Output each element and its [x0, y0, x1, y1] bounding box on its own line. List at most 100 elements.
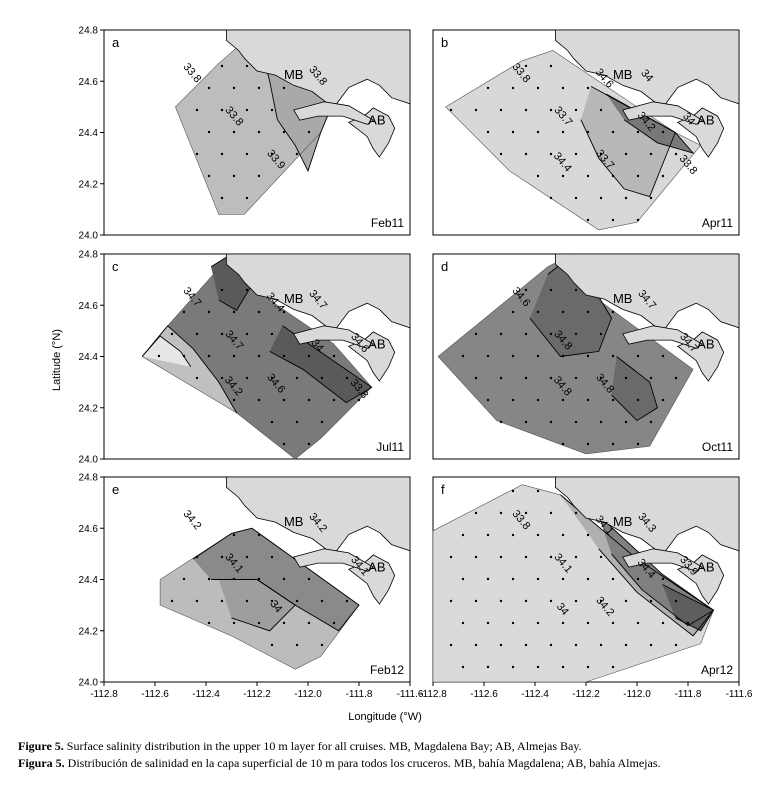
landmass-2: [293, 548, 375, 572]
station-2: [195, 555, 199, 559]
bay-label-mb: MB: [613, 514, 633, 529]
station-41: [649, 152, 653, 156]
station-14: [257, 86, 261, 90]
station-22: [270, 108, 274, 112]
bay-label-ab: AB: [368, 112, 385, 127]
station-43: [649, 196, 653, 200]
landmass-0: [225, 476, 411, 556]
station-36: [624, 152, 628, 156]
station-18: [270, 599, 274, 603]
station-9: [511, 398, 515, 402]
station-29: [307, 354, 311, 358]
station-30: [536, 621, 540, 625]
x-tick-label: -111.8: [346, 689, 373, 700]
station-33: [549, 511, 553, 515]
station-27: [320, 643, 324, 647]
station-0: [207, 86, 211, 90]
station-35: [636, 130, 640, 134]
station-1: [449, 555, 453, 559]
station-31: [611, 174, 615, 178]
y-tick-label: 24.6: [79, 524, 99, 535]
x-tick-label: -112.4: [192, 689, 220, 700]
station-6: [232, 86, 236, 90]
station-37: [549, 599, 553, 603]
station-38: [561, 621, 565, 625]
station-14: [486, 665, 490, 669]
caption-spanish-text: Distribución de salinidad en la capa sup…: [64, 756, 661, 770]
station-33: [574, 420, 578, 424]
panel-c: 34.734.734.634.734.634.234.43433.8cMBABJ…: [79, 250, 411, 466]
station-15: [257, 621, 261, 625]
station-42: [586, 533, 590, 537]
station-15: [245, 108, 249, 112]
station-6: [511, 130, 515, 134]
isohaline-3: [269, 325, 373, 404]
station-16: [499, 511, 503, 515]
x-tick-label: -112.6: [470, 689, 498, 700]
station-39: [549, 643, 553, 647]
bay-label-ab: AB: [697, 559, 714, 574]
station-51: [599, 599, 603, 603]
station-23: [511, 665, 515, 669]
station-25: [282, 398, 286, 402]
station-33: [307, 442, 311, 446]
isohaline-0: [256, 29, 334, 173]
x-tick-label: -112.4: [521, 689, 549, 700]
station-10: [232, 310, 236, 314]
station-20: [549, 196, 553, 200]
station-28: [586, 310, 590, 314]
station-4: [195, 599, 199, 603]
station-44: [586, 577, 590, 581]
isohaline-1: [598, 515, 715, 627]
station-29: [611, 130, 615, 134]
station-39: [636, 218, 640, 222]
station-32: [586, 398, 590, 402]
panel-label: e: [112, 482, 119, 497]
station-13: [257, 577, 261, 581]
salinity-region-1: [193, 528, 359, 631]
station-24: [561, 398, 565, 402]
station-37: [320, 420, 324, 424]
station-21: [282, 310, 286, 314]
station-56: [636, 577, 640, 581]
y-tick-label: 24.8: [79, 250, 99, 261]
station-32: [599, 196, 603, 200]
station-1: [195, 108, 199, 112]
station-30: [599, 152, 603, 156]
station-18: [257, 174, 261, 178]
x-tick-label: -112.0: [623, 689, 651, 700]
bay-label-mb: MB: [613, 291, 633, 306]
x-axis-title: Longitude (°W): [348, 711, 422, 723]
bay-label-mb: MB: [284, 291, 304, 306]
station-24: [295, 643, 299, 647]
station-17: [245, 152, 249, 156]
station-12: [536, 310, 540, 314]
station-36: [561, 577, 565, 581]
x-tick-label: -111.6: [397, 689, 424, 700]
station-40: [561, 665, 565, 669]
station-32: [295, 420, 299, 424]
caption-spanish-label: Figura 5.: [18, 756, 65, 770]
station-39: [357, 398, 361, 402]
x-tick-label: -112.8: [90, 689, 118, 700]
bay-label-ab: AB: [368, 559, 385, 574]
cruise-label: Feb12: [370, 663, 404, 677]
station-3: [474, 376, 478, 380]
panel-label: b: [441, 35, 448, 50]
bay-label-mb: MB: [284, 67, 304, 82]
station-49: [599, 555, 603, 559]
landmass-2: [293, 101, 375, 125]
landmass-0: [555, 29, 740, 109]
station-38: [624, 196, 628, 200]
station-20: [561, 310, 565, 314]
station-2: [170, 332, 174, 336]
station-23: [549, 376, 553, 380]
station-3: [486, 130, 490, 134]
station-33: [611, 218, 615, 222]
station-12: [245, 555, 249, 559]
station-60: [661, 577, 665, 581]
caption-english: Figure 5. Surface salinity distribution …: [18, 738, 758, 754]
station-42: [661, 174, 665, 178]
y-tick-label: 24.0: [79, 678, 99, 689]
